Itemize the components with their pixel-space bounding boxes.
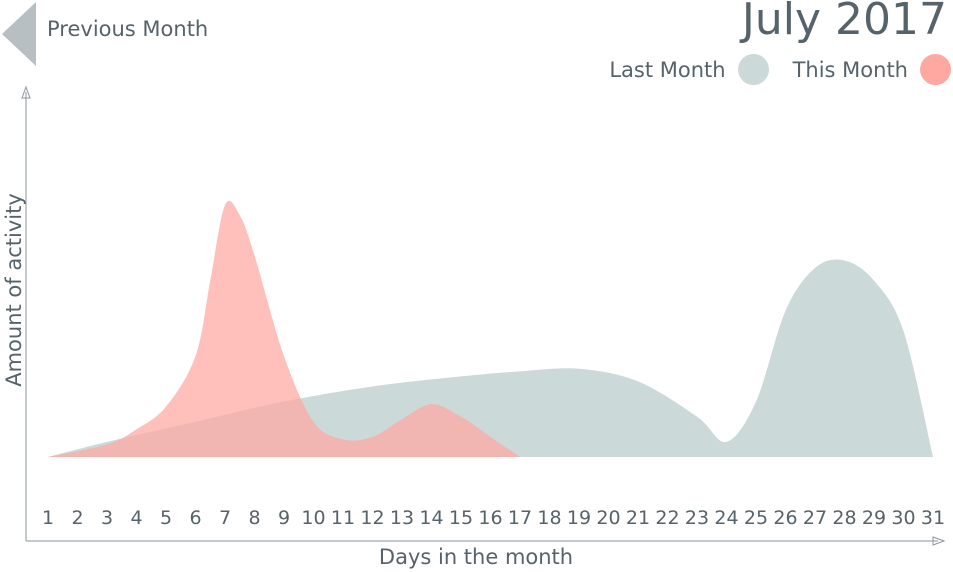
- x-tick-label: 12: [360, 507, 384, 529]
- x-tick-label: 21: [626, 507, 650, 529]
- x-axis-arrow-icon: [932, 536, 946, 546]
- series-area-this-month: [48, 200, 520, 457]
- x-tick-label: 31: [921, 507, 945, 529]
- legend-item-this-month: This Month: [793, 54, 951, 85]
- x-tick-label: 3: [101, 507, 113, 529]
- x-tick-label: 19: [567, 507, 591, 529]
- chart-title: July 2017: [741, 0, 947, 45]
- x-tick-label: 11: [331, 507, 355, 529]
- previous-month-button[interactable]: Previous Month: [0, 0, 230, 66]
- x-tick-label: 13: [390, 507, 414, 529]
- x-tick-labels: 1 2 3 4 5 6 7 8 9 10 11 12 13 14 15 16 17 18 19 20 21 22 23 24 2…: [42, 507, 945, 529]
- x-tick-label: 8: [248, 507, 260, 529]
- series-areas: [48, 200, 933, 457]
- x-tick-label: 28: [832, 507, 856, 529]
- x-tick-label: 23: [685, 507, 709, 529]
- legend-swatch-last-month: [737, 54, 769, 85]
- legend-label-last-month: Last Month: [609, 57, 726, 82]
- x-tick-label: 25: [744, 507, 768, 529]
- x-tick-label: 1: [42, 507, 54, 529]
- x-tick-label: 2: [71, 507, 83, 529]
- legend: Last Month This Month: [585, 54, 951, 85]
- x-tick-label: 7: [219, 507, 231, 529]
- x-tick-label: 9: [278, 507, 290, 529]
- x-tick-label: 18: [537, 507, 561, 529]
- x-tick-label: 26: [773, 507, 797, 529]
- y-axis-arrow-icon: [21, 85, 31, 99]
- x-axis-title: Days in the month: [378, 545, 574, 569]
- x-tick-label: 10: [301, 507, 325, 529]
- x-tick-label: 24: [714, 507, 738, 529]
- x-tick-label: 17: [508, 507, 532, 529]
- arrow-left-icon: [2, 2, 36, 66]
- x-tick-label: 22: [655, 507, 679, 529]
- x-tick-label: 29: [862, 507, 886, 529]
- x-tick-label: 4: [130, 507, 142, 529]
- x-tick-label: 6: [189, 507, 201, 529]
- y-axis-title: Amount of activity: [2, 193, 26, 387]
- x-tick-label: 5: [160, 507, 172, 529]
- x-tick-label: 27: [803, 507, 827, 529]
- legend-item-last-month: Last Month: [609, 54, 769, 85]
- x-tick-label: 15: [449, 507, 473, 529]
- x-tick-label: 16: [478, 507, 502, 529]
- x-tick-label: 30: [891, 507, 915, 529]
- legend-label-this-month: This Month: [792, 57, 908, 82]
- x-tick-label: 14: [419, 507, 443, 529]
- previous-month-label: Previous Month: [47, 17, 209, 41]
- legend-swatch-this-month: [920, 54, 951, 85]
- x-tick-label: 20: [596, 507, 620, 529]
